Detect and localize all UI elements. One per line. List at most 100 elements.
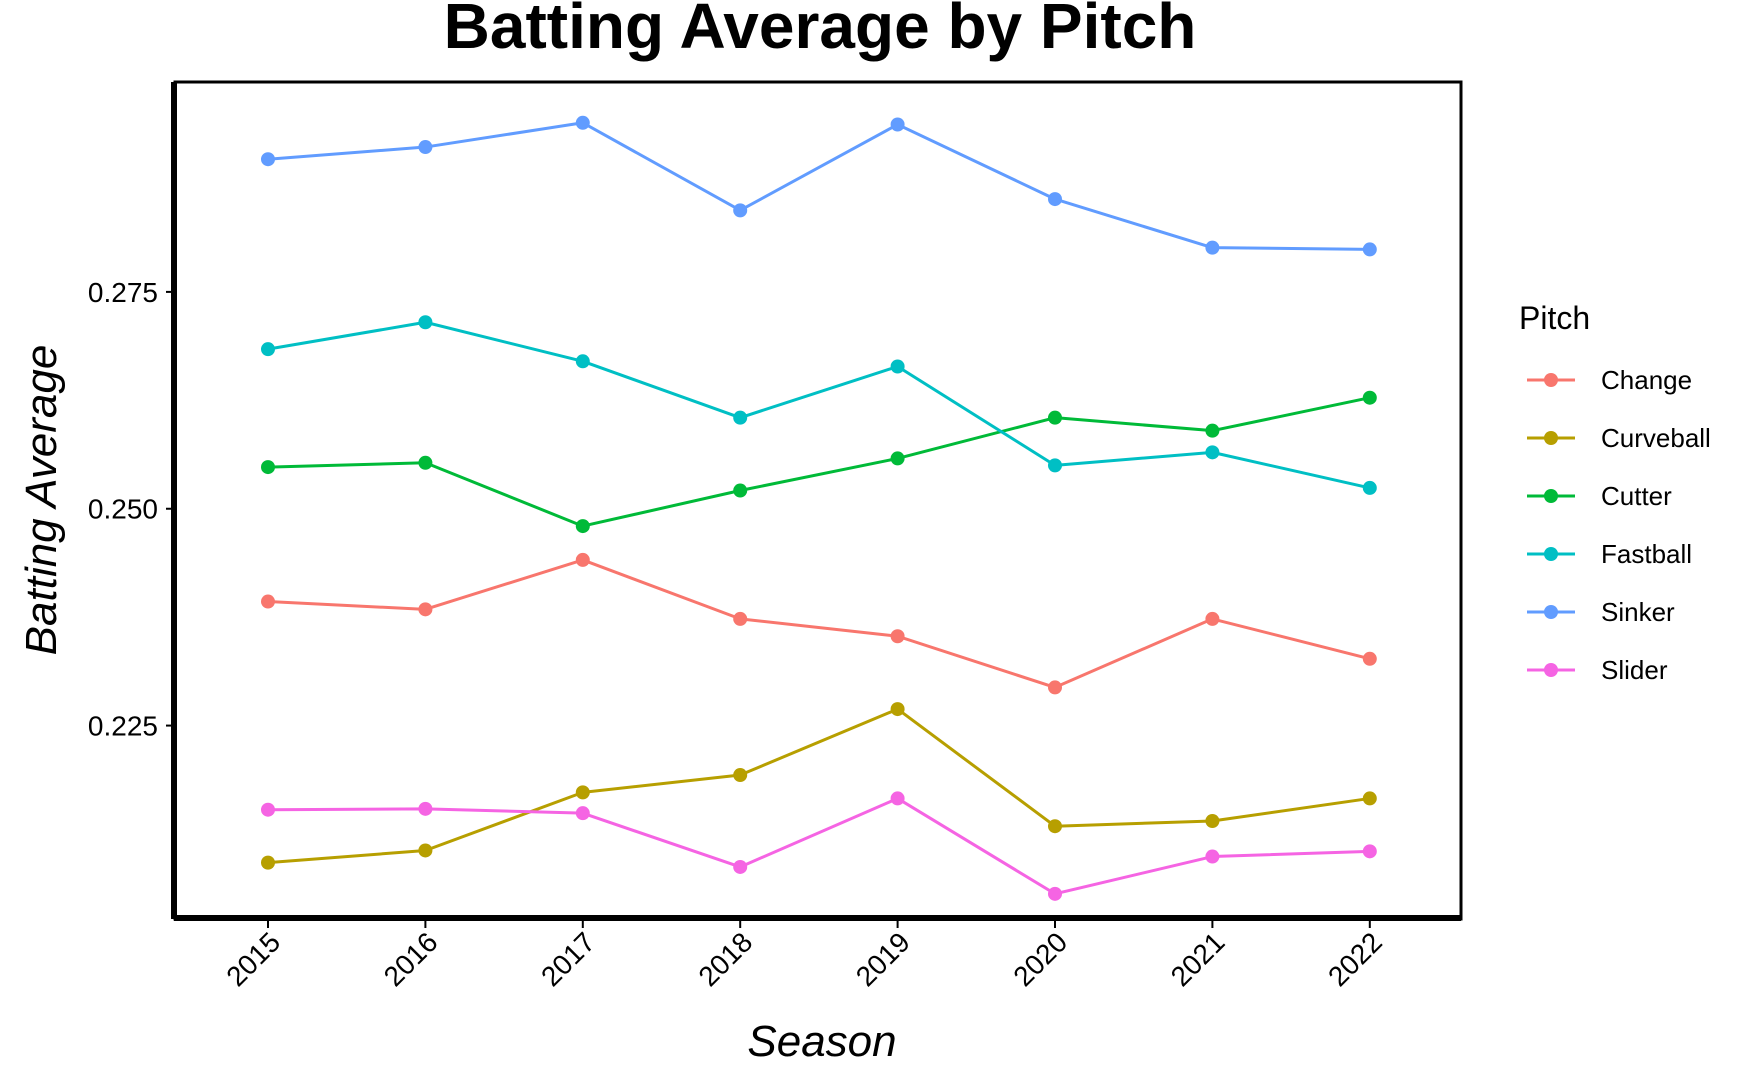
x-tick-label: 2022 bbox=[1322, 926, 1388, 992]
legend-key-point bbox=[1544, 489, 1558, 503]
series-fastball bbox=[261, 315, 1377, 495]
legend-key-point bbox=[1544, 431, 1558, 445]
legend-title: Pitch bbox=[1519, 300, 1590, 336]
data-point bbox=[575, 354, 590, 369]
legend-label: Fastball bbox=[1601, 539, 1692, 569]
data-point bbox=[418, 140, 433, 155]
x-tick-label: 2020 bbox=[1007, 926, 1073, 992]
series-line bbox=[267, 707, 1371, 865]
legend-key-point bbox=[1544, 373, 1558, 387]
data-point bbox=[1048, 458, 1062, 473]
series-line bbox=[267, 796, 1370, 896]
data-point bbox=[733, 611, 748, 626]
data-point bbox=[261, 594, 275, 609]
data-point bbox=[890, 791, 905, 806]
data-point bbox=[575, 552, 590, 567]
data-point bbox=[1205, 611, 1220, 626]
series-line bbox=[267, 320, 1371, 490]
series-change bbox=[261, 552, 1377, 695]
legend-item-change: Change bbox=[1527, 365, 1692, 395]
data-point bbox=[575, 806, 590, 821]
legend-key-point bbox=[1544, 663, 1558, 677]
data-point bbox=[1362, 480, 1377, 495]
x-tick-label: 2015 bbox=[220, 926, 286, 992]
legend-key-point bbox=[1544, 547, 1558, 561]
x-axis-title: Season bbox=[747, 1017, 896, 1066]
data-point bbox=[890, 451, 905, 466]
legend-items: Change Curveball Cutter Fastball Sinker Slide… bbox=[1527, 365, 1711, 685]
x-tick-label: 2019 bbox=[850, 926, 916, 992]
legend-label: Slider bbox=[1601, 655, 1668, 685]
data-point bbox=[1048, 680, 1062, 695]
data-point bbox=[261, 460, 275, 475]
data-point bbox=[261, 855, 275, 870]
data-point bbox=[890, 629, 905, 644]
data-point bbox=[1205, 813, 1220, 828]
legend-item-cutter: Cutter bbox=[1527, 481, 1672, 511]
series-layer bbox=[261, 115, 1377, 901]
data-point bbox=[890, 117, 905, 132]
x-tick-label: 2017 bbox=[535, 926, 601, 992]
data-point bbox=[1048, 410, 1062, 425]
series-sinker bbox=[261, 115, 1377, 257]
series-line bbox=[267, 558, 1371, 689]
data-point bbox=[1048, 192, 1062, 207]
data-point bbox=[261, 802, 275, 817]
data-point bbox=[575, 519, 590, 534]
data-point bbox=[418, 602, 433, 617]
data-point bbox=[1362, 390, 1377, 405]
data-point bbox=[733, 859, 748, 874]
series-line bbox=[267, 396, 1371, 528]
x-axis-ticks: 2015 2016 2017 2018 2019 2020 2021 2022 bbox=[220, 919, 1388, 992]
y-axis-ticks: 0.225 0.250 0.275 bbox=[88, 277, 175, 742]
data-point bbox=[1048, 819, 1062, 834]
series-curveball bbox=[261, 702, 1377, 870]
data-point bbox=[261, 342, 275, 357]
legend-key-point bbox=[1544, 605, 1558, 619]
data-point bbox=[1362, 242, 1377, 257]
data-point bbox=[733, 410, 748, 425]
series-cutter bbox=[261, 390, 1377, 534]
legend-item-fastball: Fastball bbox=[1527, 539, 1692, 569]
legend: Pitch Change Curveball Cutter Fastball Sinke… bbox=[1519, 300, 1711, 685]
data-point bbox=[418, 843, 433, 858]
data-point bbox=[733, 483, 748, 498]
data-point bbox=[575, 785, 590, 800]
legend-item-sinker: Sinker bbox=[1527, 597, 1675, 627]
data-point bbox=[733, 203, 748, 218]
x-tick-label: 2016 bbox=[378, 926, 444, 992]
series-slider bbox=[261, 791, 1377, 901]
data-point bbox=[261, 152, 275, 167]
legend-item-slider: Slider bbox=[1527, 655, 1668, 685]
data-point bbox=[1362, 651, 1377, 666]
data-point bbox=[418, 801, 433, 816]
data-point bbox=[890, 702, 905, 717]
data-point bbox=[1205, 849, 1220, 864]
data-point bbox=[1205, 445, 1220, 460]
legend-label: Sinker bbox=[1601, 597, 1675, 627]
data-point bbox=[1205, 240, 1220, 255]
y-axis-title: Batting Average bbox=[17, 345, 66, 656]
x-tick-label: 2018 bbox=[692, 926, 758, 992]
data-point bbox=[1362, 791, 1377, 806]
series-line bbox=[267, 121, 1370, 251]
legend-item-curveball: Curveball bbox=[1527, 423, 1711, 453]
legend-label: Change bbox=[1601, 365, 1692, 395]
data-point bbox=[575, 115, 590, 130]
legend-label: Cutter bbox=[1601, 481, 1672, 511]
data-point bbox=[418, 455, 433, 470]
y-tick-label: 0.275 bbox=[88, 277, 158, 308]
data-point bbox=[733, 768, 748, 783]
y-tick-label: 0.225 bbox=[88, 711, 158, 742]
y-tick-label: 0.250 bbox=[88, 494, 158, 525]
data-point bbox=[1205, 423, 1220, 438]
legend-label: Curveball bbox=[1601, 423, 1711, 453]
data-point bbox=[1048, 886, 1062, 901]
data-point bbox=[418, 315, 433, 330]
chart-title: Batting Average by Pitch bbox=[444, 0, 1197, 62]
plot-panel-border bbox=[173, 80, 1463, 921]
data-point bbox=[890, 359, 905, 374]
x-tick-label: 2021 bbox=[1165, 926, 1231, 992]
data-point bbox=[1362, 844, 1377, 859]
